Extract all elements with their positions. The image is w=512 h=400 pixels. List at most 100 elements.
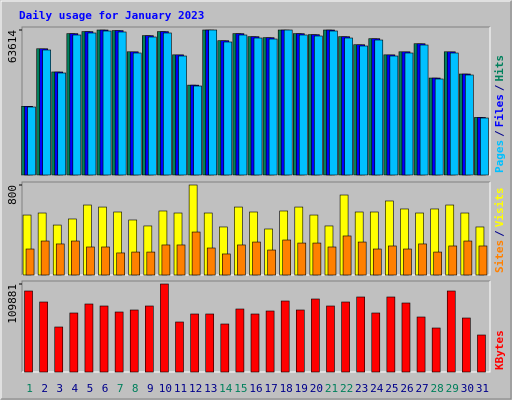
bar <box>101 246 110 276</box>
bar <box>344 37 353 176</box>
bar <box>283 29 293 176</box>
bar <box>132 52 142 176</box>
bar <box>160 283 169 373</box>
legend: Sites / Visits <box>493 188 506 274</box>
bar <box>463 240 473 276</box>
legend-entry: Files <box>493 94 506 127</box>
bar <box>86 246 95 276</box>
bar <box>431 327 441 373</box>
bar <box>146 251 156 276</box>
x-tick-label: 25 <box>385 382 398 395</box>
bar <box>327 246 337 276</box>
bar <box>372 248 382 276</box>
x-tick-label: 24 <box>370 382 384 395</box>
bar <box>388 245 397 276</box>
bar <box>326 305 335 373</box>
legend-entry: KBytes <box>493 330 506 370</box>
bar <box>87 32 97 176</box>
bar <box>280 300 290 373</box>
x-tick-label: 2 <box>41 382 48 395</box>
x-tick-label: 15 <box>234 382 247 395</box>
x-tick-label: 12 <box>189 382 202 395</box>
x-tick-label: 18 <box>280 382 293 395</box>
y-tick-label: 800 <box>6 185 19 205</box>
bar <box>42 49 51 176</box>
legend-entry: Pages <box>493 140 506 173</box>
legend-separator: / <box>493 230 506 237</box>
x-tick-label: 16 <box>249 382 262 395</box>
bar <box>342 235 352 276</box>
bar <box>208 29 218 176</box>
bar <box>131 251 141 276</box>
bar <box>220 323 230 373</box>
x-tick-label: 4 <box>72 382 79 395</box>
x-tick-label: 3 <box>56 382 63 395</box>
legend: Pages / Files / Hits <box>493 55 506 173</box>
bar <box>295 309 305 373</box>
bar <box>54 326 64 373</box>
x-tick-label: 6 <box>102 382 109 395</box>
x-tick-label: 22 <box>340 382 353 395</box>
x-tick-label: 5 <box>87 382 94 395</box>
legend-entry: Hits <box>493 55 506 82</box>
bar <box>24 290 33 373</box>
x-tick-label: 31 <box>476 382 489 395</box>
bar <box>191 231 201 276</box>
x-tick-label: 8 <box>132 382 139 395</box>
bar <box>238 34 248 176</box>
bar <box>462 317 471 373</box>
bar <box>446 290 456 373</box>
x-tick-label: 26 <box>400 382 413 395</box>
bar <box>418 243 427 276</box>
bar <box>341 301 350 373</box>
bar <box>434 78 444 176</box>
x-tick-label: 27 <box>415 382 428 395</box>
bar <box>71 240 80 276</box>
bar <box>116 252 125 276</box>
bar <box>314 35 323 176</box>
bar <box>416 316 426 373</box>
x-tick-label: 14 <box>219 382 233 395</box>
bar <box>102 30 112 176</box>
bar <box>25 248 35 276</box>
x-tick-label: 21 <box>325 382 338 395</box>
bar <box>419 44 429 176</box>
chart-title: Daily usage for January 2023 <box>19 9 204 22</box>
bar <box>206 247 216 276</box>
bar <box>190 313 199 373</box>
panel-frame-dark <box>21 280 490 372</box>
bar <box>250 313 260 373</box>
bar <box>176 244 186 276</box>
bar <box>329 30 338 176</box>
x-tick-label: 9 <box>147 382 154 395</box>
bar <box>55 243 65 276</box>
bar <box>267 249 276 276</box>
bar <box>386 296 396 373</box>
bar <box>237 244 246 276</box>
bar <box>477 334 486 373</box>
bar <box>175 321 184 373</box>
bar <box>205 313 215 373</box>
bar <box>148 36 157 176</box>
bar <box>268 38 278 176</box>
bar <box>480 117 489 176</box>
bar <box>193 85 202 176</box>
legend-entry: Sites <box>493 240 506 273</box>
bar <box>69 312 79 373</box>
bar <box>401 302 411 373</box>
bar <box>129 309 139 373</box>
bar <box>235 308 245 373</box>
bar <box>99 305 109 373</box>
legend-separator: / <box>493 84 506 91</box>
bar <box>371 312 381 373</box>
bar <box>223 41 233 176</box>
x-tick-label: 13 <box>204 382 217 395</box>
bar <box>161 244 171 276</box>
x-tick-label: 11 <box>174 382 187 395</box>
bar <box>403 248 412 276</box>
bar <box>374 39 384 176</box>
x-tick-label: 7 <box>117 382 124 395</box>
